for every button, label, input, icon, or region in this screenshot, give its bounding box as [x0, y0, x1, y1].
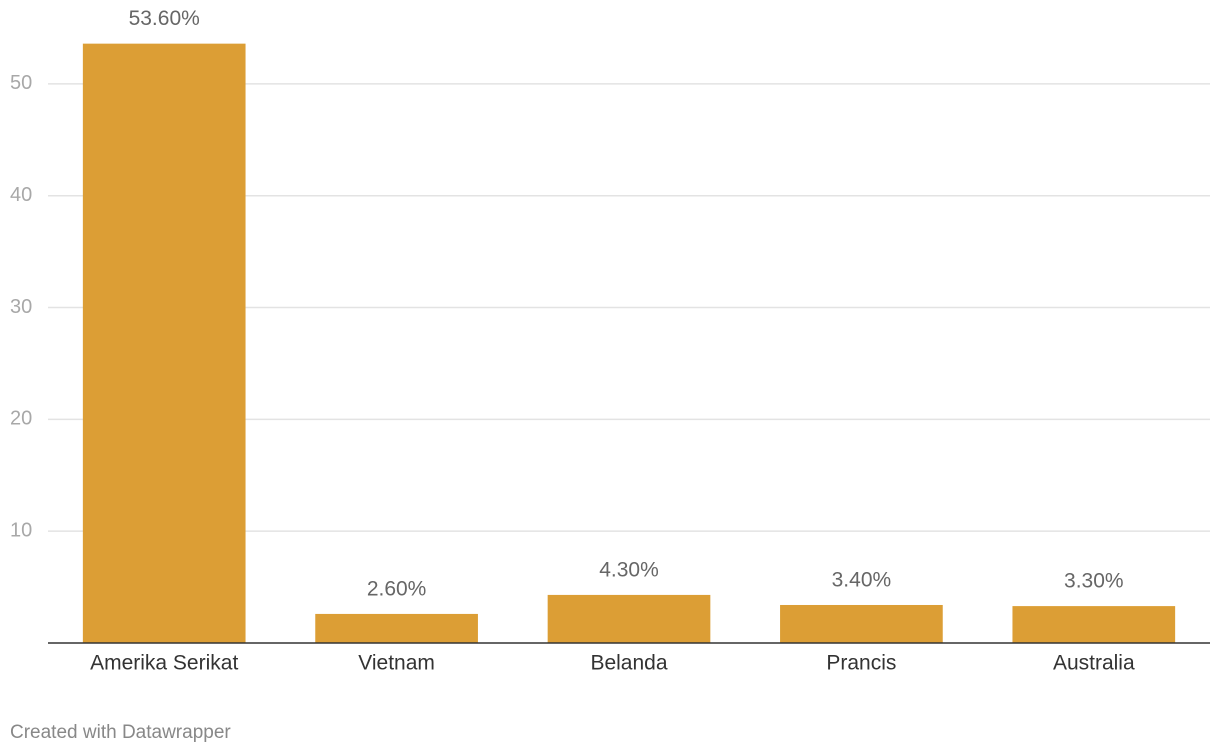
bar [82, 43, 246, 644]
y-tick-label: 40 [10, 184, 32, 206]
footer: Created with Datawrapper [10, 722, 231, 743]
x-tick-label: Belanda [590, 652, 667, 675]
x-tick-label: Amerika Serikat [90, 652, 238, 675]
y-tick-label: 10 [10, 519, 32, 541]
bar [315, 613, 478, 643]
value-label: 3.40% [832, 569, 892, 592]
x-tick-label: Vietnam [358, 652, 435, 675]
value-label: 53.60% [129, 7, 200, 30]
value-label: 2.60% [367, 577, 427, 600]
bar [780, 604, 943, 643]
value-label: 4.30% [599, 558, 659, 581]
value-label: 3.30% [1064, 570, 1124, 593]
bar [1012, 606, 1176, 643]
x-tick-label: Australia [1053, 652, 1135, 675]
y-tick-label: 50 [10, 72, 32, 94]
y-tick-label: 30 [10, 296, 32, 318]
x-tick-label: Prancis [826, 652, 896, 675]
bar [547, 594, 711, 643]
y-tick-label: 20 [10, 408, 32, 430]
